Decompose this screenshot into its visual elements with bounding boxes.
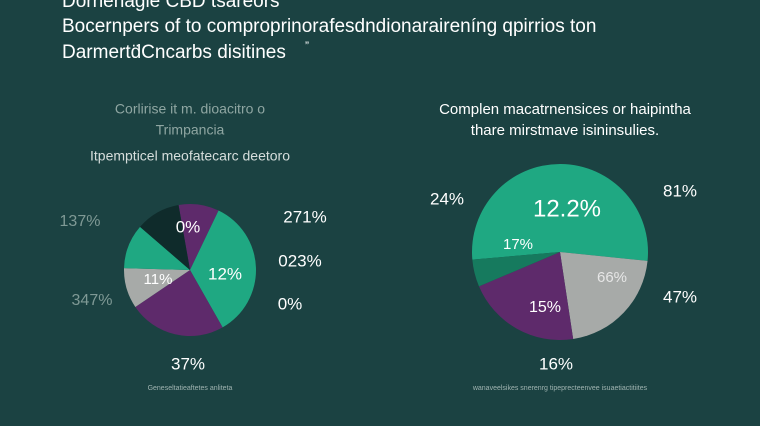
pie-slice [190,210,256,328]
chart-subtitle: thare mirstmave isininsulies. [471,122,659,139]
chart-title: Corlirise it m. dioacitro o [115,101,265,117]
footnote: Geneseltatieaftetes anliteta [148,385,233,392]
pie-slice [135,270,223,336]
header-mark: ” [305,39,309,53]
header-line: Dornenagle CBD tsareors [62,0,280,12]
footnote: wanaveelsikes snerenrg tipeprecteenvee i… [472,385,648,392]
chart-caption: Itpempticel meofatecarc deetoro [90,148,290,164]
annotation: 0% [278,294,303,313]
annotation: 12% [208,264,242,283]
chart-title: Complen macatrnensices or haipintha [439,101,691,118]
pie-slice [478,252,574,340]
pie-slice [124,226,190,270]
annotation: 15% [529,299,561,316]
chart-subtitle: Trimpancia [156,122,225,138]
pie-slice [178,203,219,270]
pie-slice [140,205,190,270]
annotation: 37% [171,354,205,373]
annotation: 11% [144,271,173,288]
header-line: Darmertd̈Cncarbs disitines [62,42,286,63]
pie-slice [123,268,190,307]
annotation: 47% [663,287,697,306]
annotation: 66% [597,269,627,286]
pie-slice [472,252,560,287]
annotation: 16% [539,354,573,373]
annotation: 24% [430,189,464,208]
annotation: 347% [72,292,113,309]
annotation: 023% [278,251,321,270]
pie-slice [472,164,649,261]
header-line: Bocernpers of to comproprinorafesdndiona… [62,16,596,37]
annotation: 12.2% [533,195,601,222]
annotation: 81% [663,181,697,200]
annotation: 137% [60,213,101,230]
annotation: 17% [503,236,533,253]
annotation: 271% [283,207,326,226]
pie-slice [560,252,648,340]
annotation: 0% [176,217,201,236]
